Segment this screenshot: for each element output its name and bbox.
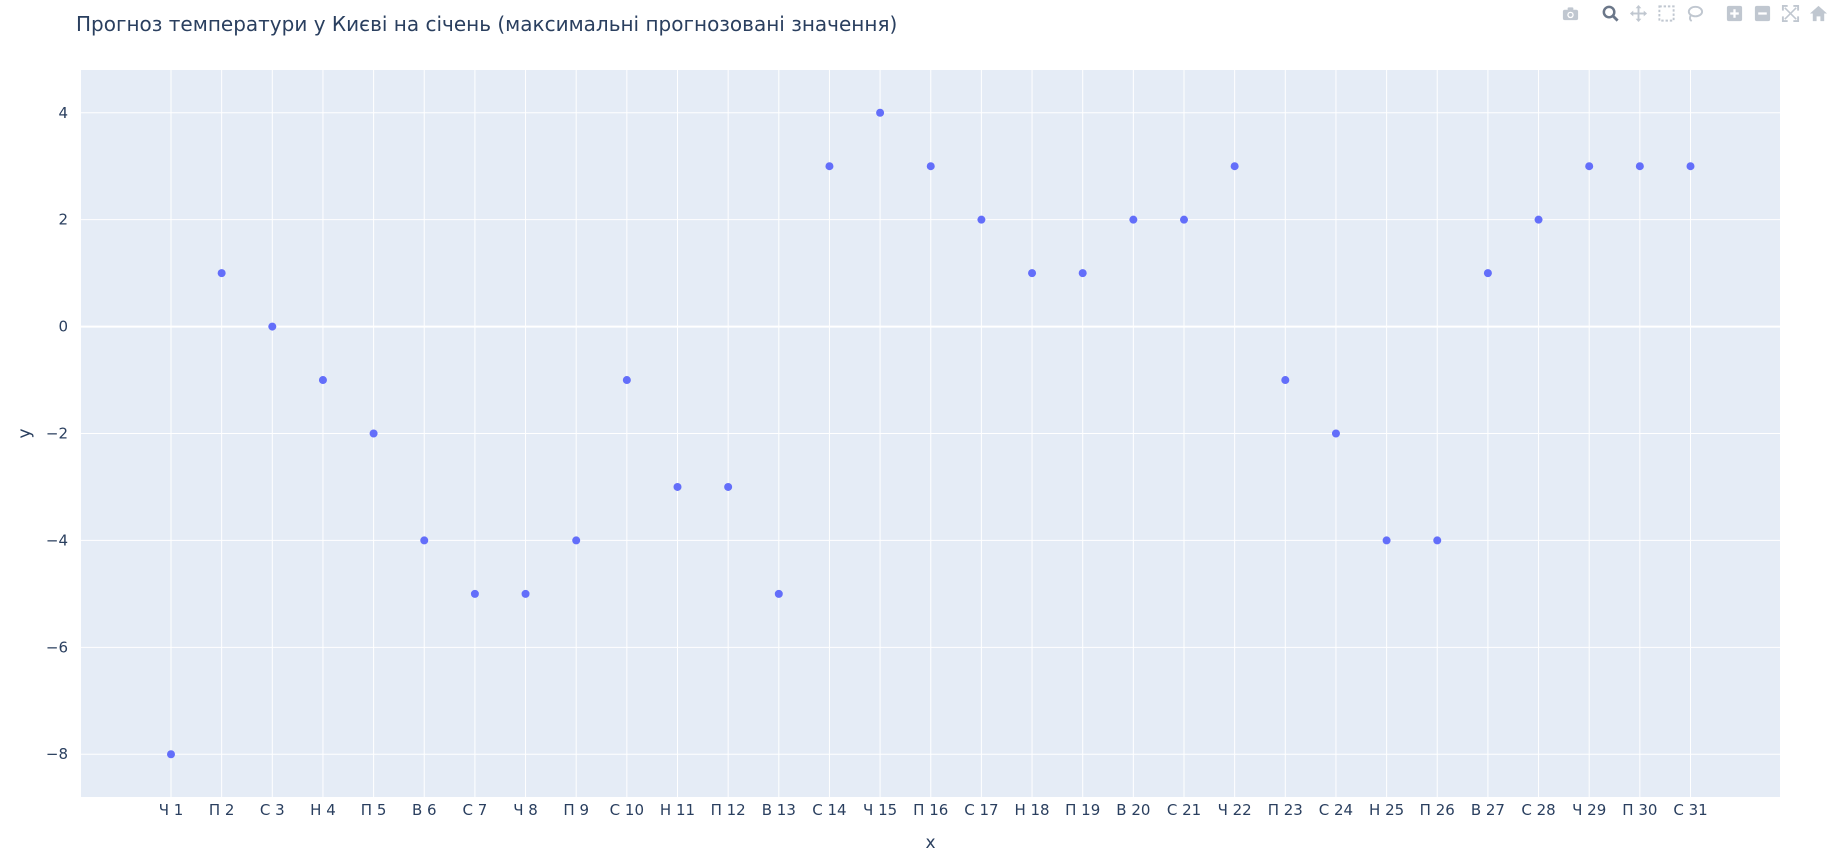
data-point[interactable] [1331, 429, 1340, 438]
x-tick-label: П 19 [1065, 801, 1100, 819]
x-axis-title: x [925, 833, 935, 853]
y-tick-label: 2 [58, 211, 68, 229]
x-tick-label: П 30 [1622, 801, 1657, 819]
data-point[interactable] [470, 589, 479, 598]
data-point[interactable] [1382, 536, 1391, 545]
x-tick-label: С 31 [1673, 801, 1707, 819]
y-tick-label: 4 [58, 104, 68, 122]
x-tick-label: П 5 [361, 801, 387, 819]
x-tick-label: П 9 [563, 801, 589, 819]
data-point[interactable] [1180, 215, 1188, 224]
y-tick-label: −4 [46, 531, 68, 549]
data-point[interactable] [1686, 162, 1695, 171]
data-point[interactable] [572, 536, 581, 545]
x-tick-label: В 6 [412, 801, 437, 819]
x-tick-label: С 10 [610, 801, 644, 819]
data-point[interactable] [825, 162, 834, 171]
x-tick-label: С 17 [964, 801, 998, 819]
x-tick-label: П 26 [1420, 801, 1455, 819]
x-tick-label: Ч 8 [513, 801, 538, 819]
data-point[interactable] [1635, 162, 1644, 171]
y-tick-labels: 4 2 0 −2 −4 −6 −8 [46, 104, 68, 763]
data-point[interactable] [1230, 162, 1239, 171]
lasso-icon[interactable] [1680, 0, 1708, 26]
x-tick-label: Ч 1 [159, 801, 184, 819]
data-point[interactable] [1281, 376, 1290, 385]
data-point[interactable] [1483, 269, 1492, 278]
x-tick-label: П 12 [711, 801, 746, 819]
data-point[interactable] [673, 482, 682, 491]
data-point[interactable] [1585, 162, 1594, 171]
data-point[interactable] [167, 750, 175, 759]
x-tick-label: В 27 [1471, 801, 1505, 819]
zoom-in-icon[interactable] [1720, 0, 1748, 26]
x-tick-label: Н 4 [310, 801, 336, 819]
x-tick-label: Ч 22 [1218, 801, 1252, 819]
x-tick-label: С 7 [463, 801, 488, 819]
data-point[interactable] [217, 269, 226, 278]
y-tick-label: −6 [46, 638, 68, 656]
y-tick-label: −2 [46, 425, 68, 443]
x-tick-label: Ч 15 [863, 801, 897, 819]
data-point[interactable] [420, 536, 429, 545]
data-point[interactable] [369, 429, 378, 438]
data-point[interactable] [926, 162, 935, 171]
camera-icon[interactable] [1556, 0, 1584, 26]
x-tick-label: Н 11 [660, 801, 695, 819]
x-tick-label: В 13 [762, 801, 796, 819]
y-axis-title: y [15, 428, 35, 438]
data-point[interactable] [1028, 269, 1037, 278]
chart-title: Прогноз температури у Києві на січень (м… [76, 12, 898, 36]
data-point[interactable] [521, 589, 530, 598]
data-point[interactable] [1129, 215, 1138, 224]
x-tick-label: С 14 [812, 801, 846, 819]
x-tick-label: С 24 [1319, 801, 1353, 819]
data-point[interactable] [1078, 269, 1087, 278]
zoom-out-icon[interactable] [1748, 0, 1776, 26]
y-tick-label: 0 [58, 318, 68, 336]
data-point[interactable] [724, 482, 733, 491]
x-tick-label: С 3 [260, 801, 285, 819]
reset-axes-icon[interactable] [1804, 0, 1832, 26]
data-point[interactable] [1534, 215, 1543, 224]
y-gridlines [81, 112, 1780, 755]
zoom-icon[interactable] [1596, 0, 1624, 26]
autoscale-icon[interactable] [1776, 0, 1804, 26]
x-tick-label: В 20 [1116, 801, 1150, 819]
x-tick-label: Н 18 [1014, 801, 1049, 819]
data-point[interactable] [268, 322, 277, 331]
data-point[interactable] [977, 215, 986, 224]
data-points[interactable] [167, 108, 1695, 759]
data-point[interactable] [876, 108, 885, 117]
x-tick-label: Н 25 [1369, 801, 1404, 819]
x-tick-label: Ч 29 [1572, 801, 1606, 819]
y-tick-label: −8 [46, 745, 68, 763]
x-tick-label: П 23 [1268, 801, 1303, 819]
x-tick-label: С 21 [1167, 801, 1201, 819]
data-point[interactable] [622, 376, 631, 385]
data-point[interactable] [318, 376, 327, 385]
data-point[interactable] [774, 589, 783, 598]
box-select-icon[interactable] [1652, 0, 1680, 26]
x-tick-label: П 2 [209, 801, 235, 819]
modebar [1556, 0, 1832, 26]
x-tick-labels: Ч 1 П 2 С 3 Н 4 П 5 В 6 С 7 Ч 8 П 9 С 10 Н 11 П 12 В… [159, 801, 1708, 819]
x-tick-label: С 28 [1521, 801, 1555, 819]
data-point[interactable] [1433, 536, 1442, 545]
pan-icon[interactable] [1624, 0, 1652, 26]
x-tick-label: П 16 [913, 801, 948, 819]
